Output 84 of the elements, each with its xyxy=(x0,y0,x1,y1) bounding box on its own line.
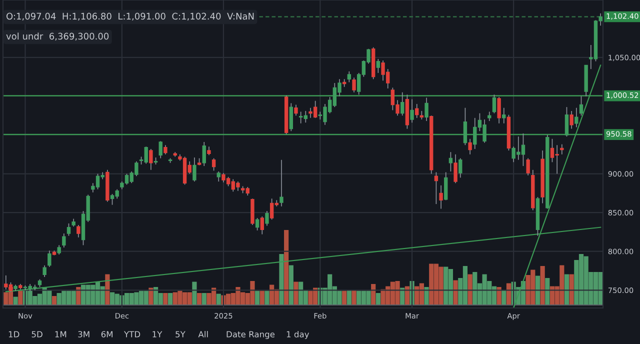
text: 6M xyxy=(101,331,112,338)
candlestick xyxy=(526,158,530,176)
bar xyxy=(352,290,356,305)
candlestick xyxy=(468,138,472,155)
candlestick xyxy=(574,107,578,128)
text: YTD xyxy=(124,331,140,338)
bar xyxy=(76,287,81,305)
candlestick xyxy=(66,223,71,236)
candlestick xyxy=(62,233,66,248)
bar xyxy=(496,287,502,305)
text: 1D xyxy=(8,331,20,338)
bar xyxy=(371,284,376,305)
candlestick xyxy=(158,140,162,159)
bar xyxy=(163,293,168,305)
candlestick xyxy=(149,148,153,170)
candlestick xyxy=(347,70,352,83)
bar xyxy=(168,293,173,305)
bar xyxy=(506,283,512,305)
candlestick xyxy=(560,144,564,155)
candlestick xyxy=(342,78,346,88)
candlestick xyxy=(497,96,501,124)
candlestick xyxy=(410,98,414,123)
candlestick xyxy=(202,142,206,166)
candlestick xyxy=(448,152,453,172)
candlestick xyxy=(444,172,448,201)
bar xyxy=(564,274,570,305)
bar xyxy=(294,282,298,305)
candlestick xyxy=(294,104,298,116)
candlestick xyxy=(458,158,462,178)
bar xyxy=(255,290,260,305)
bar xyxy=(535,276,540,305)
candlestick xyxy=(192,157,196,182)
candlestick xyxy=(216,171,220,182)
candlestick xyxy=(280,159,284,207)
bar xyxy=(569,274,574,305)
bar xyxy=(52,296,57,305)
candlestick xyxy=(42,264,46,278)
bar xyxy=(502,290,506,305)
bar xyxy=(192,282,197,305)
candlestick xyxy=(488,111,492,122)
candlestick xyxy=(439,185,443,210)
candlestick xyxy=(76,224,80,238)
bar xyxy=(342,290,347,305)
candlestick xyxy=(212,158,216,172)
bar xyxy=(279,254,284,305)
bar xyxy=(545,278,550,305)
candlestick xyxy=(255,218,260,231)
bar xyxy=(264,290,270,305)
bar xyxy=(18,290,23,305)
bar xyxy=(376,293,380,305)
candlestick xyxy=(265,210,269,226)
text: 1M xyxy=(55,331,66,338)
text: 5D xyxy=(32,331,42,338)
candlestick xyxy=(289,102,294,132)
bar xyxy=(196,293,202,305)
bar xyxy=(202,293,206,305)
bar xyxy=(346,290,352,305)
candlestick xyxy=(57,244,61,255)
bar xyxy=(424,287,429,305)
text: Date Range xyxy=(226,331,275,340)
candlestick xyxy=(434,172,438,204)
candlestick xyxy=(352,77,356,93)
candlestick xyxy=(260,216,264,235)
bar xyxy=(468,274,472,305)
bar xyxy=(216,294,221,305)
annotation: O:1,097.04 H:1,106.80 L:1,091.00 C:1,102.40 V:NaN xyxy=(6,12,254,21)
candlestick xyxy=(48,250,52,268)
text: All xyxy=(198,330,208,338)
text: 1 day xyxy=(286,330,310,340)
bar xyxy=(284,230,289,305)
candlestick xyxy=(502,107,506,124)
bar xyxy=(260,290,264,305)
candlestick xyxy=(570,110,574,130)
text: 5Y xyxy=(176,331,186,338)
bar xyxy=(453,280,458,305)
text: 3M xyxy=(78,331,90,338)
candlestick xyxy=(376,58,380,74)
annotation: vol undr 6,369,300.00 xyxy=(6,32,109,41)
candlestick xyxy=(454,154,458,184)
text: 1Y xyxy=(152,331,162,338)
bar xyxy=(540,266,545,305)
candlestick xyxy=(415,104,419,118)
bar xyxy=(288,265,294,305)
candlestick xyxy=(164,144,168,155)
